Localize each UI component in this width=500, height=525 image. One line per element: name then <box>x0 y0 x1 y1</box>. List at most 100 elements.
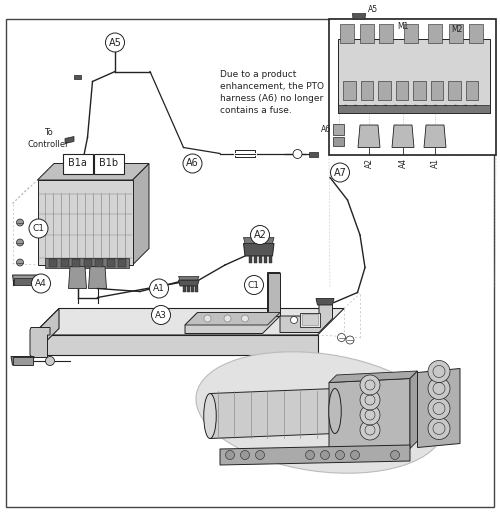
Polygon shape <box>268 272 280 316</box>
Polygon shape <box>316 299 334 305</box>
Circle shape <box>403 105 408 110</box>
Bar <box>49 259 57 267</box>
Text: A7: A7 <box>334 167 346 177</box>
Polygon shape <box>178 280 199 286</box>
Circle shape <box>336 450 344 459</box>
Bar <box>413 81 426 100</box>
Circle shape <box>16 219 24 226</box>
Polygon shape <box>88 267 106 289</box>
Circle shape <box>330 163 349 182</box>
Polygon shape <box>358 125 380 148</box>
Polygon shape <box>38 180 132 265</box>
Polygon shape <box>244 244 274 256</box>
Bar <box>469 24 483 43</box>
Circle shape <box>16 239 24 246</box>
Text: A1: A1 <box>430 158 440 167</box>
Bar <box>340 24 354 43</box>
Circle shape <box>29 219 48 238</box>
Bar <box>62 153 92 173</box>
Circle shape <box>353 105 358 110</box>
Polygon shape <box>74 75 81 79</box>
Circle shape <box>373 105 378 110</box>
Polygon shape <box>14 278 36 285</box>
Text: M2: M2 <box>451 25 462 34</box>
Circle shape <box>360 375 380 395</box>
Circle shape <box>250 226 270 245</box>
Circle shape <box>226 450 234 459</box>
Bar <box>78 156 88 166</box>
Bar <box>333 137 344 146</box>
Ellipse shape <box>329 388 341 434</box>
Bar <box>396 81 408 100</box>
Bar <box>190 286 194 291</box>
Text: B1b: B1b <box>100 159 118 169</box>
Polygon shape <box>68 267 86 289</box>
Circle shape <box>360 390 380 410</box>
Circle shape <box>428 397 450 419</box>
Circle shape <box>428 361 450 383</box>
Text: B1a: B1a <box>68 159 87 169</box>
Bar <box>428 24 442 43</box>
Text: A5: A5 <box>108 37 122 47</box>
Polygon shape <box>392 125 414 148</box>
Bar <box>338 39 490 112</box>
Circle shape <box>150 279 169 298</box>
Bar <box>258 256 262 262</box>
Bar <box>343 81 355 100</box>
Bar <box>12 356 32 365</box>
Polygon shape <box>38 163 149 180</box>
Bar <box>448 81 460 100</box>
Bar <box>94 153 124 173</box>
Circle shape <box>152 306 171 324</box>
Bar <box>360 81 373 100</box>
Polygon shape <box>185 312 280 325</box>
Bar <box>235 150 255 157</box>
Bar <box>254 256 257 262</box>
Text: A2: A2 <box>364 158 374 167</box>
Ellipse shape <box>196 352 444 473</box>
Polygon shape <box>210 388 335 438</box>
Polygon shape <box>32 309 59 355</box>
Text: A4: A4 <box>35 279 47 288</box>
Circle shape <box>390 450 400 459</box>
Polygon shape <box>329 379 410 453</box>
Text: M1: M1 <box>398 22 408 31</box>
Circle shape <box>16 259 24 266</box>
Polygon shape <box>309 152 318 156</box>
Text: A4: A4 <box>398 158 407 167</box>
Bar <box>360 24 374 43</box>
Polygon shape <box>185 272 280 333</box>
Polygon shape <box>280 302 332 332</box>
Circle shape <box>306 450 314 459</box>
Polygon shape <box>352 4 366 19</box>
Bar <box>194 286 198 291</box>
Text: A2: A2 <box>254 230 266 240</box>
Circle shape <box>106 33 124 52</box>
Bar <box>118 259 126 267</box>
Bar <box>466 81 478 100</box>
Bar <box>72 259 80 267</box>
Text: A6: A6 <box>322 124 332 133</box>
Polygon shape <box>132 163 149 265</box>
Bar <box>302 314 318 325</box>
Circle shape <box>413 105 418 110</box>
Bar <box>449 24 463 43</box>
Bar <box>248 256 252 262</box>
Polygon shape <box>32 335 318 355</box>
Bar <box>379 24 393 43</box>
Polygon shape <box>410 371 418 448</box>
Text: To
Controller: To Controller <box>28 129 70 149</box>
Circle shape <box>423 105 428 110</box>
Circle shape <box>463 105 468 110</box>
Circle shape <box>46 356 54 365</box>
Polygon shape <box>178 277 199 280</box>
Circle shape <box>183 154 202 173</box>
Circle shape <box>443 105 448 110</box>
Circle shape <box>242 315 248 322</box>
Bar <box>268 256 272 262</box>
Circle shape <box>240 450 250 459</box>
Circle shape <box>343 105 348 110</box>
Circle shape <box>320 450 330 459</box>
Polygon shape <box>32 309 344 335</box>
Circle shape <box>363 105 368 110</box>
